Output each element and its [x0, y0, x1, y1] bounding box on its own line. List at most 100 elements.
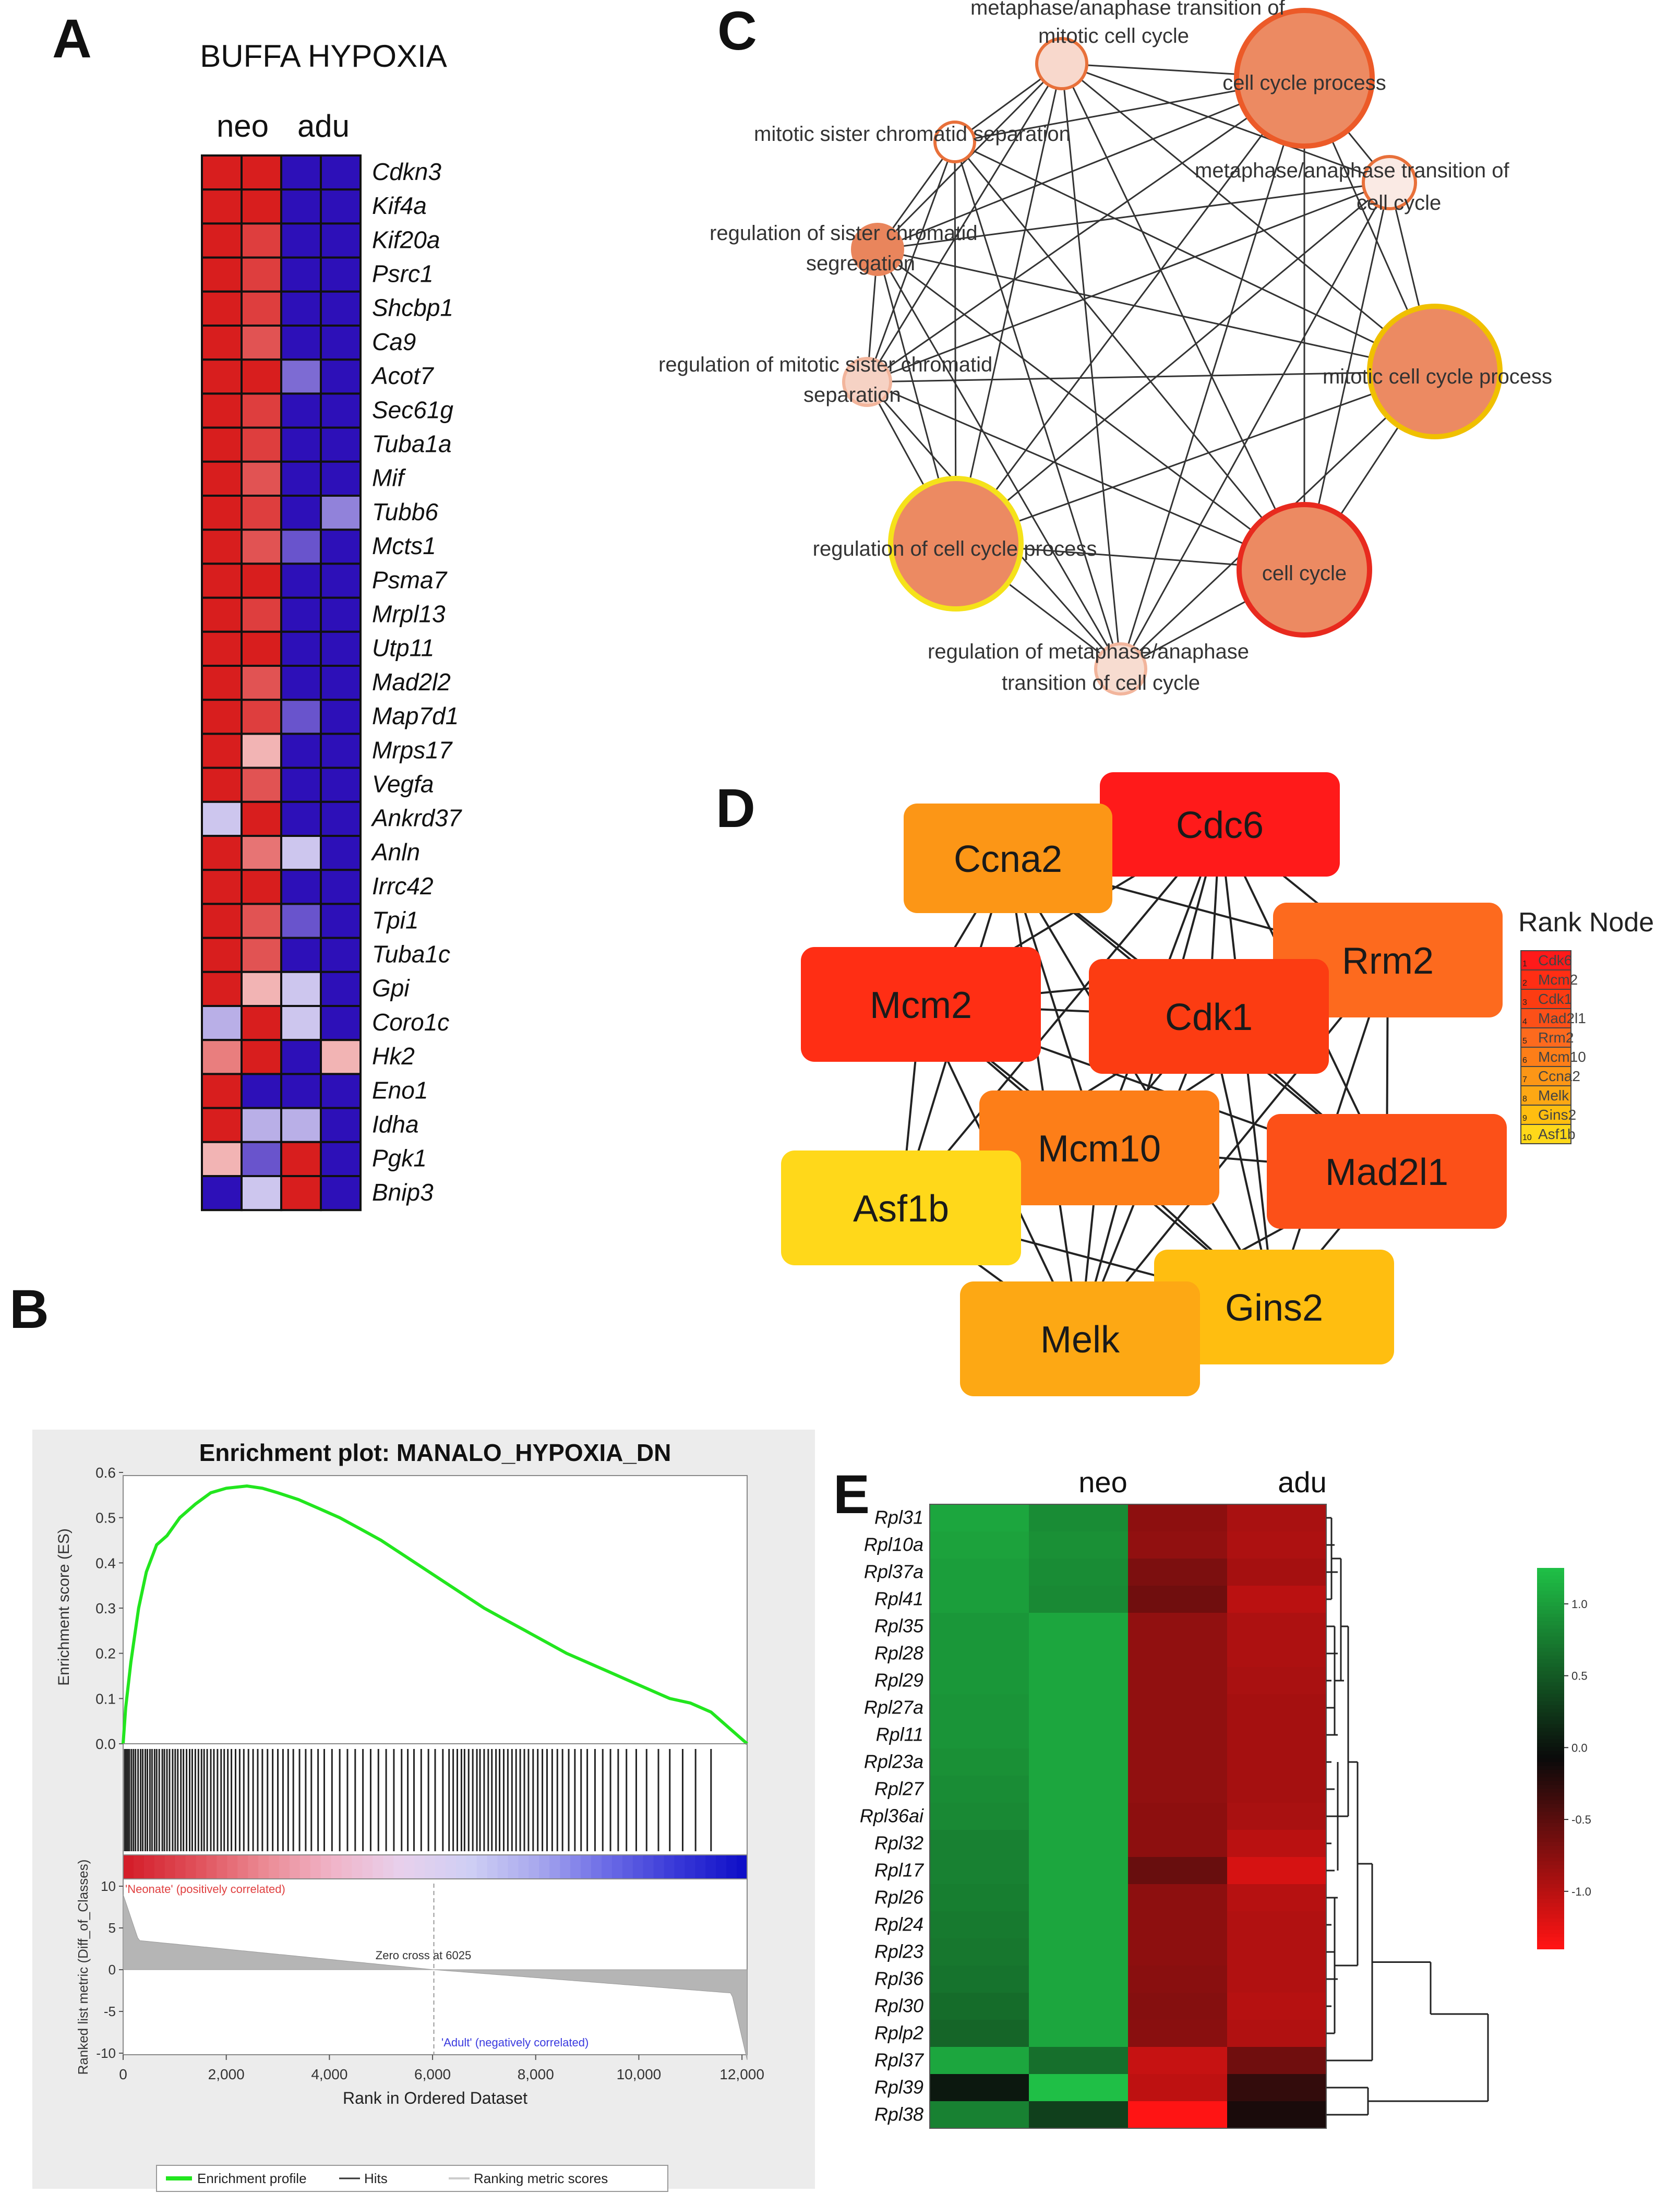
heatmap-cell	[320, 529, 362, 565]
colorbar-segment	[1537, 1819, 1564, 1824]
heatmap-cell	[320, 154, 362, 191]
heatmap-cell	[320, 426, 362, 463]
x-tick-label: 4,000	[311, 2066, 347, 2082]
network-edge	[954, 141, 1305, 570]
colorbar-segment	[1537, 1743, 1564, 1748]
heatmap-cell	[280, 835, 322, 871]
rank-color-segment	[217, 1855, 228, 1879]
heatmap-cell	[320, 970, 362, 1008]
gene-label: Coro1c	[372, 1009, 449, 1036]
rank-legend-name: Asf1b	[1538, 1126, 1576, 1142]
heatmap-cell	[1128, 1586, 1228, 1613]
gene-label: Anln	[370, 838, 420, 866]
heatmap-cell	[930, 2020, 1029, 2047]
panel-label-c: C	[717, 1, 757, 62]
heatmap-cell	[320, 1141, 362, 1178]
heatmap-cell	[241, 1107, 282, 1143]
heatmap-cell	[1227, 1830, 1327, 1858]
heatmap-cell	[241, 426, 282, 463]
heatmap-cell	[1128, 1938, 1228, 1966]
heatmap-cell	[1029, 1911, 1129, 1939]
network-edge	[955, 78, 1305, 544]
legend-label: Enrichment profile	[197, 2171, 307, 2186]
gene-label: Cdkn3	[372, 158, 441, 185]
rank-color-segment	[320, 1855, 332, 1879]
gene-node-label: Mcm10	[1038, 1128, 1161, 1170]
gene-label: Rpl10a	[864, 1533, 923, 1555]
rank-legend-number: 6	[1522, 1056, 1527, 1065]
rank-color-segment	[560, 1855, 571, 1879]
heatmap-cell	[280, 665, 322, 701]
rank-color-segment	[685, 1855, 696, 1879]
go-term-label: metaphase/anaphase transition of cell cyc…	[1195, 159, 1510, 214]
ppi-edge	[1079, 959, 1389, 1340]
heatmap-cell	[1029, 1993, 1129, 2020]
heatmap-cell	[1029, 1721, 1129, 1749]
colorbar-segment	[1537, 1739, 1564, 1744]
panel-a-heatmap: BUFFA HYPOXIA neo adu Cdkn3 Kif4a Kif20a Psrc1…	[200, 39, 462, 1212]
heatmap-cell	[1029, 1504, 1129, 1532]
rank-color-segment	[611, 1855, 623, 1879]
rank-legend-title: Rank Node	[1518, 907, 1654, 938]
colorbar-segment	[1537, 1922, 1564, 1927]
gene-node	[801, 947, 1041, 1062]
colorbar-segment	[1537, 1724, 1564, 1729]
heatmap-cell	[930, 1586, 1029, 1613]
colorbar-segment	[1537, 1918, 1564, 1923]
y2-tick-label: 5	[109, 1920, 116, 1936]
colorbar-segment	[1537, 1659, 1564, 1664]
colorbar-segment	[1537, 1758, 1564, 1763]
heatmap-cell	[1128, 1830, 1228, 1858]
colorbar-segment	[1537, 1911, 1564, 1915]
rank-legend-number: 7	[1522, 1075, 1527, 1084]
heatmap-cell	[201, 699, 243, 735]
heatmap-cell	[201, 460, 243, 497]
rank-color-segment	[539, 1855, 550, 1879]
panel-b-enrichment-plot: Enrichment plot: MANALO_HYPOXIA_DN 0.0 0.1…	[32, 1430, 815, 2192]
heatmap-cell	[280, 937, 322, 973]
heatmap-cell	[1128, 1721, 1228, 1749]
rank-color-segment	[695, 1855, 706, 1879]
colorbar-segment	[1537, 1762, 1564, 1767]
rank-legend-name: Mad2l1	[1538, 1010, 1586, 1026]
y2-tick-label: 10	[101, 1878, 116, 1894]
heatmap-cell	[1227, 2101, 1327, 2129]
colorbar-segment	[1537, 1926, 1564, 1931]
colorbar-segment	[1537, 1606, 1564, 1611]
heatmap-cell	[201, 529, 243, 565]
heatmap-cell	[201, 1141, 243, 1178]
heatmap-cell	[241, 358, 282, 395]
gene-label: Psrc1	[372, 260, 434, 287]
heatmap-cell	[241, 460, 282, 497]
colorbar-segment	[1537, 1914, 1564, 1919]
heatmap-cell	[930, 2047, 1029, 2075]
heatmap-cell	[280, 426, 322, 463]
network-edge	[1061, 63, 1122, 669]
heatmap-cell	[201, 1107, 243, 1143]
heatmap-cell	[1227, 2020, 1327, 2047]
colorbar-segment	[1537, 1693, 1564, 1698]
gene-label: Kif20a	[372, 226, 440, 253]
heatmap-cell	[1128, 2101, 1228, 2129]
gene-label: Mcts1	[372, 532, 436, 559]
rank-color-segment	[653, 1855, 665, 1879]
heatmap-cell	[201, 869, 243, 905]
colorbar-segment	[1537, 1842, 1564, 1847]
gene-label: Tuba1c	[372, 941, 450, 968]
rank-color-segment	[570, 1855, 582, 1879]
rank-legend-swatch	[1520, 1124, 1571, 1144]
heatmap-cell	[241, 699, 282, 735]
rank-color-segment	[154, 1855, 165, 1879]
rank-color-segment	[175, 1855, 186, 1879]
heatmap-cell	[320, 733, 362, 769]
rank-color-segment	[529, 1855, 540, 1879]
rank-legend-name: Gins2	[1538, 1107, 1576, 1123]
heatmap-cell	[1029, 1884, 1129, 1912]
heatmap-cell	[1227, 1640, 1327, 1668]
rank-legend-swatch	[1520, 1027, 1571, 1048]
network-edge	[867, 182, 1390, 383]
gene-label: Rpl35	[874, 1615, 924, 1636]
gene-node-label: Cdc6	[1176, 805, 1264, 846]
gene-label: Vegfa	[372, 771, 434, 798]
heatmap-cell	[201, 903, 243, 939]
